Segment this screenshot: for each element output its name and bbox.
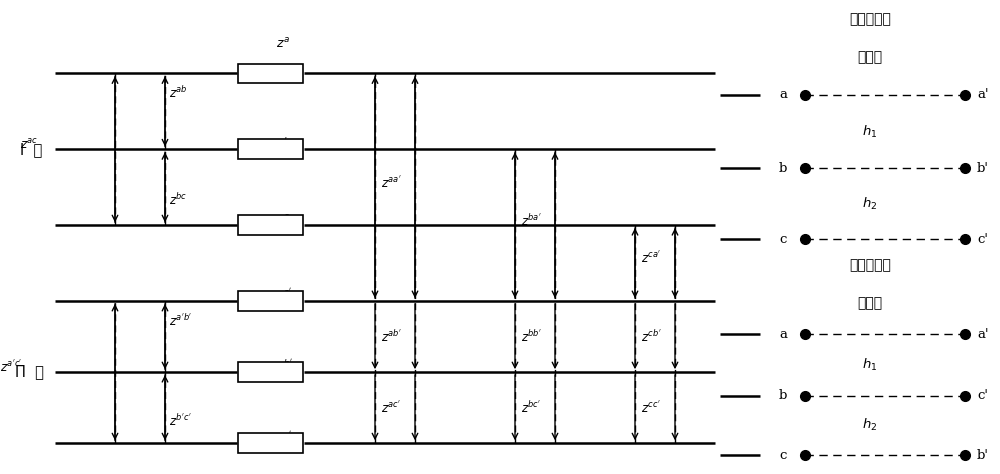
Text: 同相序排列: 同相序排列 — [849, 12, 891, 26]
Text: $z^{b'c'}$: $z^{b'c'}$ — [169, 412, 192, 428]
Text: 横截面: 横截面 — [857, 50, 883, 64]
Text: c': c' — [977, 233, 988, 246]
Text: b: b — [779, 389, 787, 402]
Text: c: c — [780, 233, 787, 246]
Text: $h_1$: $h_1$ — [862, 357, 878, 373]
Bar — [238, 215, 302, 235]
Text: $z^{a'b'}$: $z^{a'b'}$ — [169, 313, 192, 329]
Text: $z^{b'}$: $z^{b'}$ — [276, 359, 293, 375]
Text: 异相序排列: 异相序排列 — [849, 258, 891, 273]
Text: c': c' — [977, 389, 988, 402]
Text: $z^{ca'}$: $z^{ca'}$ — [641, 250, 661, 266]
Text: $z^{aa'}$: $z^{aa'}$ — [381, 174, 402, 191]
Text: a': a' — [977, 328, 989, 341]
Text: $h_2$: $h_2$ — [862, 418, 878, 433]
Text: $z^{cc'}$: $z^{cc'}$ — [641, 400, 661, 416]
Text: $h_2$: $h_2$ — [862, 196, 878, 212]
Text: $h_1$: $h_1$ — [862, 124, 878, 139]
Text: b: b — [779, 162, 787, 175]
Text: $z^{ba'}$: $z^{ba'}$ — [521, 212, 542, 228]
Text: b': b' — [977, 162, 989, 175]
Text: $z^b$: $z^b$ — [276, 137, 290, 153]
Text: a: a — [779, 88, 787, 101]
Text: b': b' — [977, 448, 989, 462]
Bar — [238, 362, 302, 382]
Bar — [238, 139, 302, 159]
Text: $z^c$: $z^c$ — [276, 213, 290, 228]
Text: $z^{ab}$: $z^{ab}$ — [169, 85, 188, 101]
Text: I  线: I 线 — [20, 142, 42, 157]
Text: $z^{ac'}$: $z^{ac'}$ — [381, 400, 401, 416]
Text: Π  线: Π 线 — [15, 365, 44, 380]
Text: $z^{ac}$: $z^{ac}$ — [20, 137, 38, 152]
Text: $z^{cb'}$: $z^{cb'}$ — [641, 328, 662, 345]
Bar — [238, 291, 302, 311]
Text: a': a' — [977, 88, 989, 101]
Text: 横截面: 横截面 — [857, 296, 883, 310]
Text: $z^{bc}$: $z^{bc}$ — [169, 192, 187, 208]
Bar — [238, 433, 302, 453]
Text: c: c — [780, 448, 787, 462]
Bar — [238, 64, 302, 83]
Text: a: a — [779, 328, 787, 341]
Text: $z^{a'c'}$: $z^{a'c'}$ — [0, 359, 22, 375]
Text: $z^{bb'}$: $z^{bb'}$ — [521, 328, 542, 345]
Text: $z^{c'}$: $z^{c'}$ — [276, 430, 292, 447]
Text: $z^{bc'}$: $z^{bc'}$ — [521, 400, 541, 416]
Text: $z^{a'}$: $z^{a'}$ — [276, 288, 293, 304]
Text: $z^{ab'}$: $z^{ab'}$ — [381, 328, 402, 345]
Text: $z^a$: $z^a$ — [276, 36, 290, 51]
